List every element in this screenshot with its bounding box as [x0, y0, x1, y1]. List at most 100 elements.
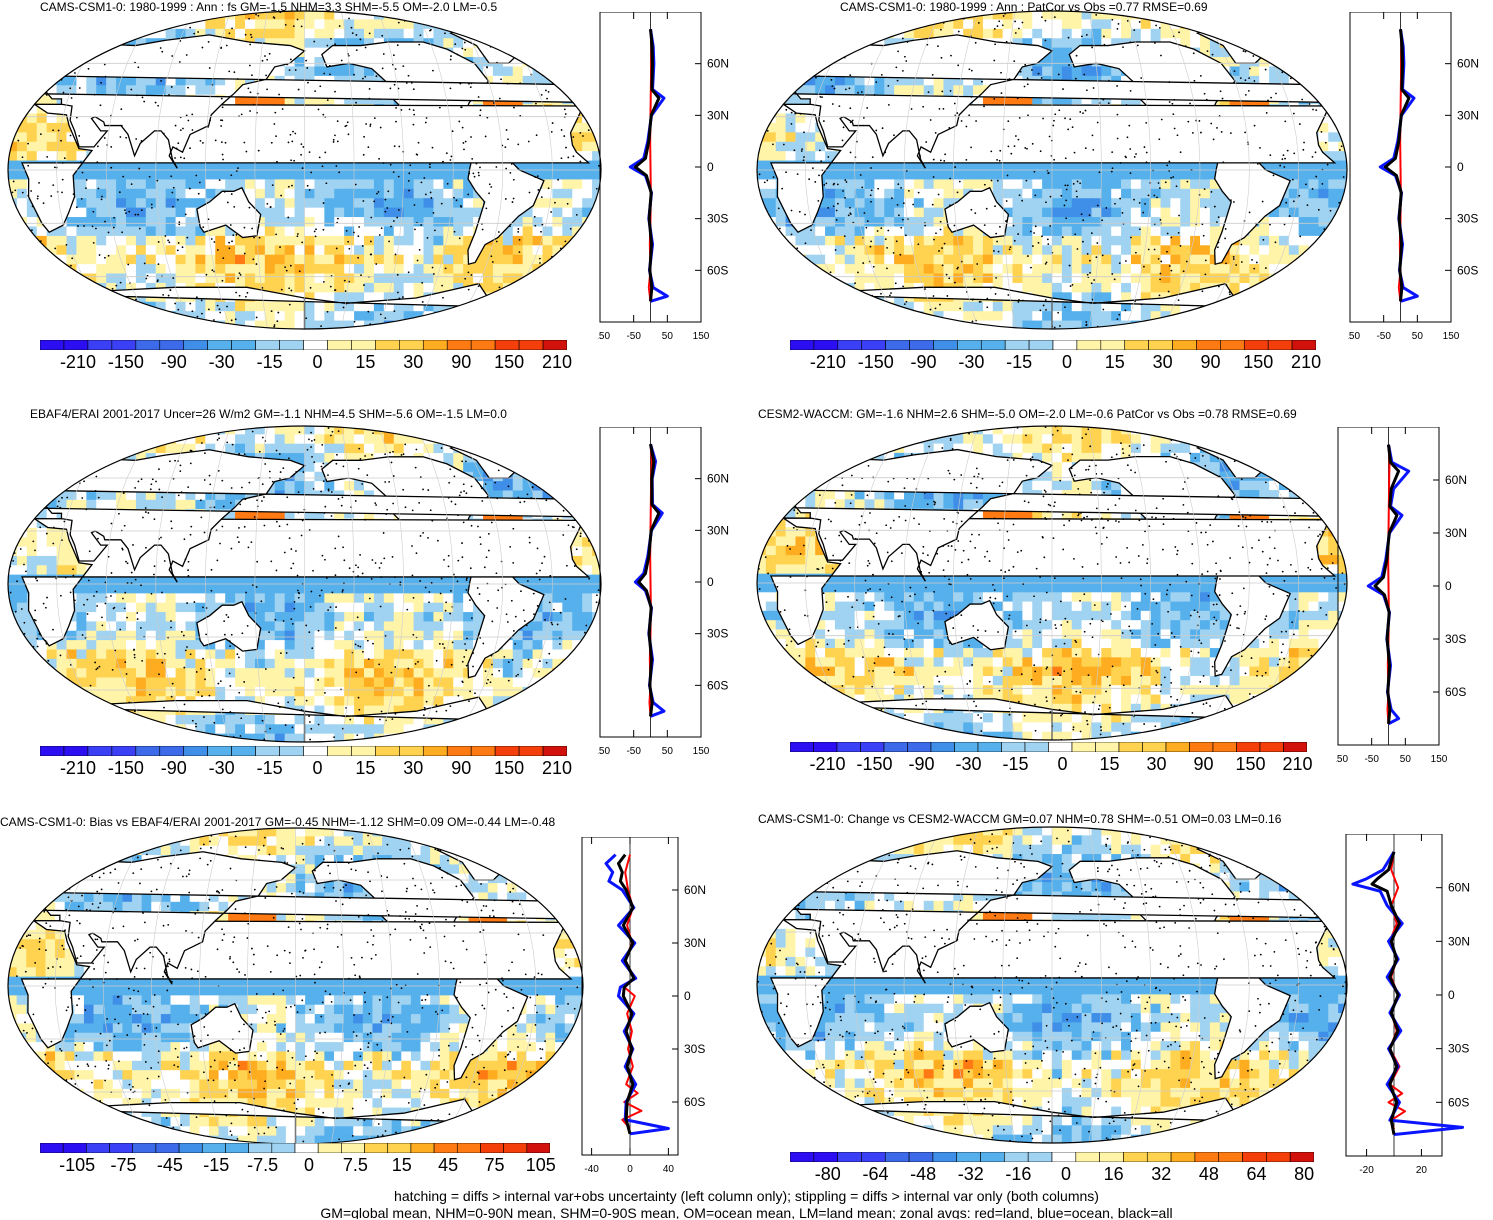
stipple-dot: [137, 213, 140, 216]
field-cell: [552, 235, 564, 247]
field-cell: [1012, 207, 1024, 218]
stipple-dot: [546, 324, 549, 327]
field-cell: [215, 28, 226, 40]
field-cell: [1200, 217, 1211, 228]
stipple-dot: [290, 289, 293, 292]
stipple-dot: [572, 136, 575, 138]
stipple-dot: [11, 15, 14, 18]
field-cell: [542, 311, 554, 322]
field-cell: [264, 282, 276, 294]
field-cell: [483, 66, 494, 77]
field-cell: [195, 75, 207, 87]
field-cell: [1219, 207, 1231, 218]
stipple-dot: [393, 145, 396, 148]
stipple-dot: [83, 32, 86, 35]
stipple-dot: [100, 198, 103, 201]
field-cell: [373, 94, 385, 105]
field-cell: [1150, 188, 1162, 200]
field-cell: [16, 141, 28, 152]
field-cell: [1012, 179, 1024, 190]
field-cell: [1022, 28, 1034, 40]
field-cell: [1022, 160, 1034, 171]
field-cell: [562, 311, 574, 322]
field-cell: [1032, 198, 1043, 209]
field-cell: [1002, 235, 1014, 247]
field-cell: [1328, 198, 1339, 209]
field-cell: [757, 104, 767, 115]
field-cell: [1052, 235, 1063, 247]
field-cell: [963, 311, 974, 322]
field-cell: [943, 75, 955, 87]
field-cell: [775, 282, 787, 294]
field-cell: [953, 254, 964, 265]
stipple-dot: [160, 79, 162, 82]
stipple-dot: [115, 284, 118, 287]
stipple-dot: [93, 93, 96, 96]
field-cell: [1022, 188, 1034, 200]
field-cell: [264, 235, 276, 247]
field-cell: [235, 19, 246, 30]
field-cell: [274, 217, 286, 228]
field-cell: [1209, 38, 1221, 49]
field-cell: [1269, 19, 1280, 30]
field-cell: [1012, 198, 1024, 209]
stipple-dot: [511, 201, 514, 203]
field-cell: [274, 207, 286, 218]
field-cell: [1288, 273, 1300, 284]
field-cell: [1308, 292, 1320, 303]
field-cell: [443, 254, 455, 265]
field-cell: [195, 179, 207, 190]
field-cell: [165, 320, 177, 329]
field-cell: [532, 226, 544, 237]
stipple-dot: [201, 312, 203, 315]
field-cell: [66, 47, 78, 58]
field-cell: [96, 264, 107, 275]
field-cell: [155, 19, 167, 30]
field-cell: [757, 264, 767, 275]
field-cell: [795, 113, 807, 124]
stipple-dot: [317, 108, 320, 111]
field-cell: [1308, 273, 1320, 284]
field-cell: [904, 311, 915, 322]
field-cell: [1091, 226, 1103, 237]
field-cell: [16, 170, 28, 181]
field-cell: [825, 188, 836, 200]
stipple-dot: [62, 46, 65, 48]
field-cell: [1278, 47, 1290, 58]
stipple-dot: [234, 318, 237, 321]
stipple-dot: [172, 277, 175, 279]
colorbar-swatch: [255, 340, 280, 350]
field-cell: [775, 226, 787, 237]
stipple-dot: [171, 191, 174, 194]
stipple-dot: [541, 277, 544, 280]
stipple-dot: [388, 240, 391, 243]
field-cell: [413, 160, 425, 171]
field-cell: [522, 217, 534, 228]
stipple-dot: [244, 33, 247, 36]
field-cell: [542, 198, 554, 209]
field-cell: [884, 188, 895, 200]
stipple-dot: [289, 58, 292, 61]
field-cell: [225, 94, 236, 105]
field-cell: [245, 11, 256, 21]
field-cell: [1012, 28, 1024, 40]
stipple-dot: [16, 281, 19, 284]
field-cell: [1308, 198, 1320, 209]
field-cell: [1032, 273, 1043, 284]
field-cell: [76, 292, 88, 303]
field-cell: [86, 198, 98, 209]
stipple-dot: [582, 135, 584, 137]
field-cell: [864, 170, 876, 181]
field-cell: [165, 226, 177, 237]
stipple-dot: [504, 146, 507, 149]
field-cell: [1180, 273, 1191, 284]
stipple-dot: [432, 69, 434, 72]
field-cell: [933, 19, 945, 30]
stipple-dot: [214, 324, 217, 327]
field-cell: [383, 179, 395, 190]
field-cell: [66, 38, 78, 49]
field-cell: [106, 254, 117, 265]
field-cell: [805, 47, 816, 58]
field-cell: [106, 19, 117, 30]
field-cell: [294, 207, 306, 218]
